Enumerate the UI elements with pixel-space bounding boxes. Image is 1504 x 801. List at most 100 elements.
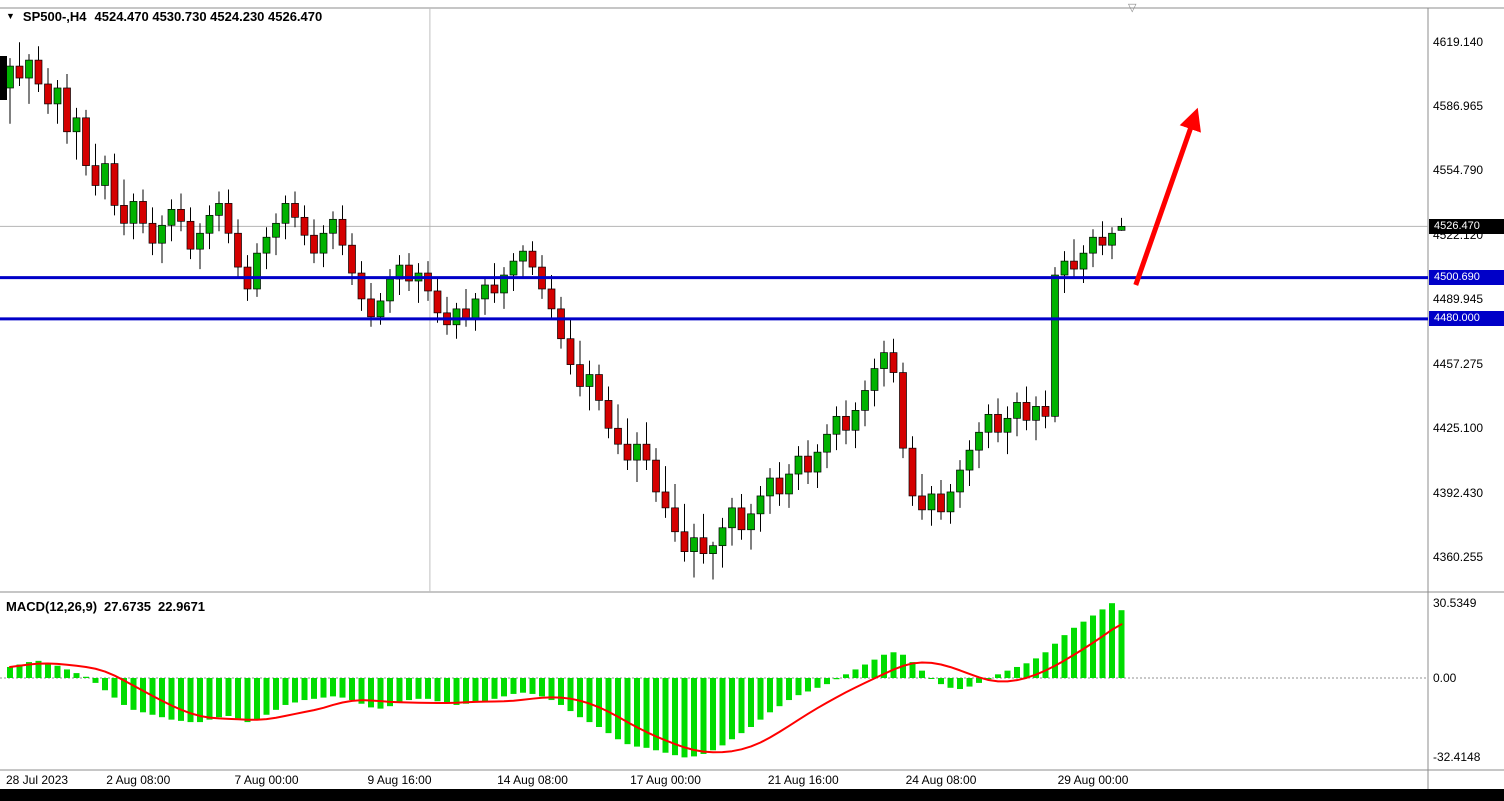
candle [139, 201, 147, 224]
candle [376, 300, 385, 318]
macd-bar [16, 664, 23, 678]
time-tick-label: 29 Aug 00:00 [1057, 773, 1129, 787]
macd-bar [92, 678, 99, 683]
annotations-layer[interactable] [1133, 107, 1201, 286]
macd-bar [263, 678, 270, 715]
time-tick-label: 28 Jul 2023 [6, 773, 69, 787]
candle [91, 165, 100, 186]
macd-bar [757, 678, 764, 720]
candle [63, 87, 71, 133]
macd-bar [26, 662, 32, 678]
macd-bar [529, 678, 536, 694]
candle [1051, 274, 1059, 417]
macd-bar [273, 678, 279, 710]
macd-bar [472, 678, 479, 703]
macd-bar [311, 678, 317, 699]
level-lines-layer[interactable] [0, 276, 1428, 321]
macd-bar [966, 678, 973, 687]
macd-bar [54, 665, 61, 678]
macd-bar [1061, 635, 1068, 678]
candle [25, 59, 33, 79]
candle [728, 507, 736, 529]
macd-bar [681, 678, 688, 758]
time-tick-label: 7 Aug 00:00 [234, 773, 299, 787]
macd-bar [833, 678, 840, 680]
macd-bar [339, 678, 346, 698]
macd-bar [406, 678, 412, 701]
macd-bar [45, 663, 51, 678]
trend-arrow[interactable] [1133, 107, 1201, 286]
candle [300, 216, 309, 236]
candle [1003, 417, 1012, 433]
macd-bar [700, 678, 707, 754]
macd-bar [35, 660, 42, 678]
candle [82, 117, 90, 166]
macd-bar [415, 678, 422, 699]
price-level-box: 4500.690 [1429, 270, 1504, 286]
candle [576, 364, 584, 387]
macd-title: MACD(12,26,9) [6, 599, 98, 614]
macd-tick-label: 0.00 [1433, 671, 1457, 685]
macd-bar [662, 678, 669, 753]
candle [262, 236, 271, 254]
macd-bar [843, 674, 849, 678]
candle [348, 244, 356, 274]
candle [1060, 260, 1069, 276]
candle [775, 477, 784, 495]
macd-bar [672, 678, 678, 756]
macd-bar [168, 678, 175, 720]
macd-bar [738, 678, 745, 734]
candle [633, 443, 641, 461]
candle [405, 264, 413, 282]
candle [671, 507, 679, 533]
macd-bar [814, 678, 821, 688]
symbol-timeframe-label: SP500-,H4 [22, 9, 87, 24]
macd-bar [805, 678, 811, 692]
candle [433, 290, 442, 314]
macd-bar [710, 678, 716, 751]
symbol-dropdown-icon[interactable]: ▼ [6, 11, 15, 21]
macd-bar [130, 678, 137, 710]
chart-shift-marker-icon[interactable]: ▽ [1128, 2, 1137, 14]
macd-bar [928, 678, 935, 679]
time-tick-label: 24 Aug 08:00 [905, 773, 977, 787]
macd-bar [1071, 627, 1077, 678]
candle [224, 203, 233, 234]
candle [1079, 252, 1088, 270]
macd-bar [387, 678, 393, 707]
candles-layer [6, 42, 1126, 580]
candle [794, 455, 803, 475]
macd-bar [282, 678, 289, 705]
macd-bar [634, 678, 640, 747]
macd-tick-label: 30.5349 [1433, 596, 1477, 611]
candle [699, 537, 708, 554]
macd-signal-line [9, 623, 1123, 754]
candle [737, 507, 746, 531]
price-tick-label: 4586.965 [1433, 98, 1484, 113]
candle [984, 413, 993, 433]
macd-bar [330, 678, 336, 697]
candle [870, 368, 879, 391]
macd-bar [643, 678, 650, 748]
macd-bar [301, 678, 308, 701]
candle [680, 531, 689, 552]
clipped-candle-artifact [0, 56, 7, 100]
macd-bar [73, 673, 80, 678]
macd-bar [178, 678, 184, 721]
macd-bar [491, 678, 498, 699]
candle [851, 410, 860, 431]
candle [129, 201, 138, 224]
candle [1098, 236, 1107, 246]
price-tick-label: 4489.945 [1433, 292, 1484, 307]
macd-bar [206, 678, 213, 720]
macd-bar [596, 678, 602, 727]
candle [528, 250, 537, 268]
macd-bar [434, 678, 441, 702]
macd-bar [225, 678, 232, 716]
candle [272, 222, 280, 238]
candle [889, 352, 898, 373]
candle [604, 400, 613, 429]
macd-bar [1118, 610, 1125, 678]
